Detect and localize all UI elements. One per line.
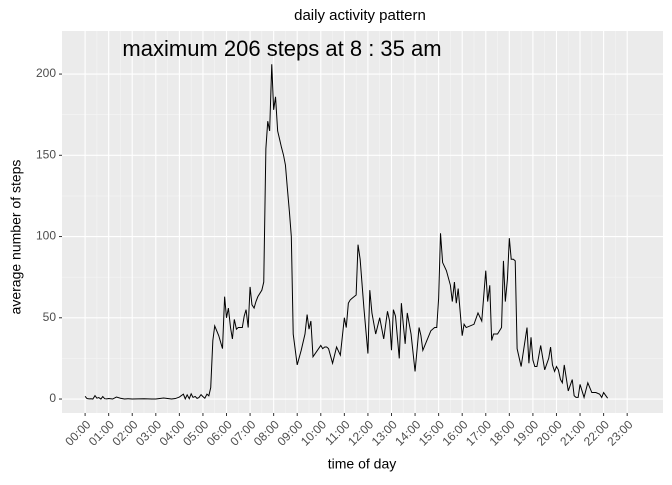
- x-tick-label: 23:00: [604, 417, 635, 448]
- x-tick-label: 06:00: [204, 417, 235, 448]
- x-tick-label: 08:00: [251, 417, 282, 448]
- y-tick-label: 100: [36, 229, 56, 243]
- x-tick-label: 15:00: [416, 417, 447, 448]
- x-tick-label: 16:00: [439, 417, 470, 448]
- x-tick-label: 07:00: [227, 417, 258, 448]
- x-tick-label: 12:00: [345, 417, 376, 448]
- chart-title: daily activity pattern: [294, 7, 426, 24]
- x-tick-label: 14:00: [392, 417, 423, 448]
- x-tick-label: 13:00: [369, 417, 400, 448]
- plot-panel: [62, 31, 663, 413]
- x-tick-label: 20:00: [534, 417, 565, 448]
- x-tick-label: 02:00: [109, 417, 140, 448]
- data-line: [84, 64, 609, 401]
- x-tick-label: 22:00: [581, 417, 612, 448]
- y-tick-label: 150: [36, 147, 56, 161]
- x-tick-label: 17:00: [463, 417, 494, 448]
- x-tick-label: 10:00: [298, 417, 329, 448]
- x-tick-label: 19:00: [510, 417, 541, 448]
- annotation: maximum 206 steps at 8 : 35 am: [122, 36, 441, 61]
- x-tick-label: 09:00: [274, 417, 305, 448]
- y-axis-label: average number of steps: [8, 160, 24, 315]
- y-tick-label: 0: [49, 391, 56, 405]
- x-tick-label: 03:00: [133, 417, 164, 448]
- x-tick-label: 21:00: [557, 417, 588, 448]
- x-tick-label: 18:00: [487, 417, 518, 448]
- x-tick-label: 05:00: [180, 417, 211, 448]
- x-tick-label: 01:00: [86, 417, 117, 448]
- x-tick-label: 00:00: [62, 417, 93, 448]
- x-axis-label: time of day: [328, 456, 396, 472]
- x-tick-label: 11:00: [322, 417, 353, 448]
- x-tick-label: 04:00: [157, 417, 188, 448]
- y-tick-label: 200: [36, 66, 56, 80]
- y-tick-label: 50: [43, 310, 57, 324]
